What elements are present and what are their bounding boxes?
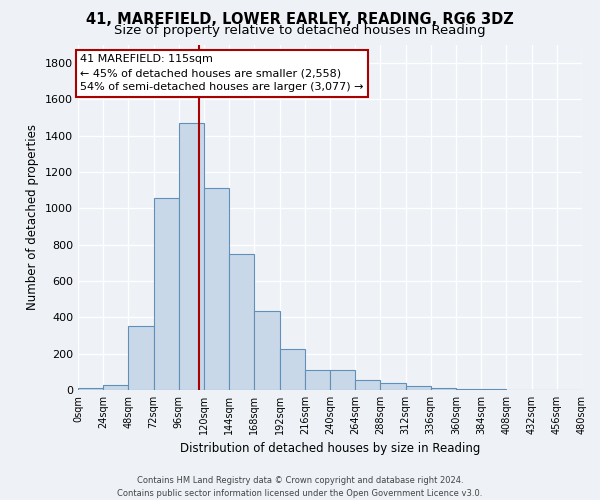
Bar (280, 349, 305, 390)
Bar (431, 388, 456, 390)
Bar (179, 123, 204, 390)
Bar (154, 198, 179, 390)
Text: Size of property relative to detached houses in Reading: Size of property relative to detached ho… (114, 24, 486, 37)
Bar (330, 370, 355, 390)
Text: 41 MAREFIELD: 115sqm
← 45% of detached houses are smaller (2,558)
54% of semi-de: 41 MAREFIELD: 115sqm ← 45% of detached h… (80, 54, 364, 92)
Bar (456, 389, 481, 390)
Bar (78, 388, 103, 390)
Bar (103, 384, 128, 390)
Bar (204, 188, 229, 390)
Text: Contains HM Land Registry data © Crown copyright and database right 2024.
Contai: Contains HM Land Registry data © Crown c… (118, 476, 482, 498)
Bar (406, 386, 431, 390)
Bar (128, 326, 154, 390)
Text: 41, MAREFIELD, LOWER EARLEY, READING, RG6 3DZ: 41, MAREFIELD, LOWER EARLEY, READING, RG… (86, 12, 514, 28)
Y-axis label: Number of detached properties: Number of detached properties (26, 124, 40, 310)
Bar (254, 311, 280, 390)
X-axis label: Distribution of detached houses by size in Reading: Distribution of detached houses by size … (180, 442, 480, 456)
Bar (380, 382, 406, 390)
Bar (355, 380, 380, 390)
Bar (481, 389, 506, 390)
Bar (305, 370, 330, 390)
Bar (229, 254, 254, 390)
